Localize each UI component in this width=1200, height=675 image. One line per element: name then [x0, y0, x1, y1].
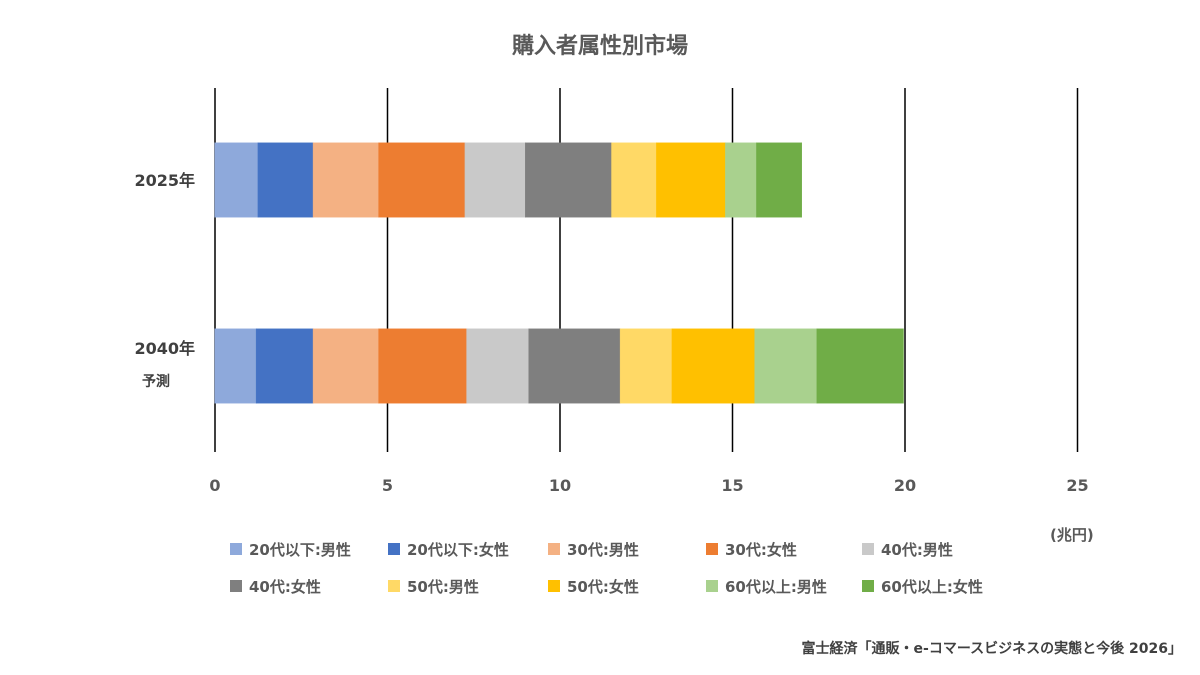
category-label: 2040年	[134, 339, 195, 358]
bar-segment-1-4	[466, 328, 530, 404]
legend-swatch	[230, 580, 242, 592]
legend-swatch	[862, 543, 874, 555]
legend-item: 50代:男性	[388, 575, 479, 597]
legend-label: 30代:女性	[725, 540, 797, 559]
legend-label: 50代:女性	[567, 577, 639, 596]
legend-swatch	[706, 580, 718, 592]
legend-item: 50代:女性	[548, 575, 639, 597]
x-tick-label: 0	[209, 476, 221, 495]
legend-label: 30代:男性	[567, 540, 639, 559]
legend-swatch	[548, 543, 560, 555]
legend-item: 40代:女性	[230, 575, 321, 597]
chart-title: 購入者属性別市場	[511, 34, 688, 59]
bar-segment-1-7	[671, 328, 756, 404]
bar-segment-0-4	[464, 142, 526, 218]
legend-swatch	[230, 543, 242, 555]
x-tick-label: 20	[893, 476, 917, 495]
bar-segment-0-3	[378, 142, 466, 218]
x-tick-label: 15	[721, 476, 744, 495]
x-tick-label: 5	[381, 476, 394, 495]
legend-label: 40代:女性	[249, 577, 321, 596]
bar-segment-0-9	[756, 142, 803, 218]
category-label: 2025年	[134, 171, 195, 190]
legend-item: 20代以下:女性	[388, 538, 509, 560]
legend-swatch	[548, 580, 560, 592]
bar-segment-1-0	[214, 328, 257, 404]
legend-label: 60代以上:女性	[881, 577, 983, 596]
bar-segment-1-3	[378, 328, 468, 404]
unit-label: (兆円)	[1050, 526, 1094, 544]
legend-item: 30代:男性	[548, 538, 639, 560]
legend-item: 40代:男性	[862, 538, 953, 560]
bar-segment-0-7	[656, 142, 727, 218]
bar-segment-0-2	[312, 142, 380, 218]
legend-item: 30代:女性	[706, 538, 797, 560]
bar-segment-1-6	[619, 328, 673, 404]
x-tick-label: 25	[1066, 476, 1089, 495]
legend-label: 20代以下:男性	[249, 540, 351, 559]
bar-segment-0-5	[525, 142, 613, 218]
bar-segment-0-0	[214, 142, 259, 218]
legend-label: 50代:男性	[407, 577, 479, 596]
bar-segment-0-6	[611, 142, 658, 218]
legend-item: 60代以上:男性	[706, 575, 827, 597]
legend-label: 40代:男性	[881, 540, 953, 559]
category-sublabel: 予測	[142, 374, 170, 390]
x-tick-label: 10	[548, 476, 572, 495]
legend-swatch	[862, 580, 874, 592]
bar-segment-0-8	[725, 142, 758, 218]
bar-segment-1-5	[528, 328, 621, 404]
legend-swatch	[388, 580, 400, 592]
legend-swatch	[388, 543, 400, 555]
bar-segment-1-2	[312, 328, 380, 404]
legend-label: 20代以下:女性	[407, 540, 509, 559]
bar-segment-1-1	[255, 328, 314, 404]
legend-swatch	[706, 543, 718, 555]
bar-segment-1-8	[754, 328, 818, 404]
source-note: 富士経済「通販・e-コマースビジネスの実態と今後 2026」	[801, 641, 1182, 657]
legend-label: 60代以上:男性	[725, 577, 827, 596]
legend-item: 20代以下:男性	[230, 538, 351, 560]
bar-segment-1-9	[816, 328, 904, 404]
legend-item: 60代以上:女性	[862, 575, 983, 597]
bar-segment-0-1	[257, 142, 314, 218]
